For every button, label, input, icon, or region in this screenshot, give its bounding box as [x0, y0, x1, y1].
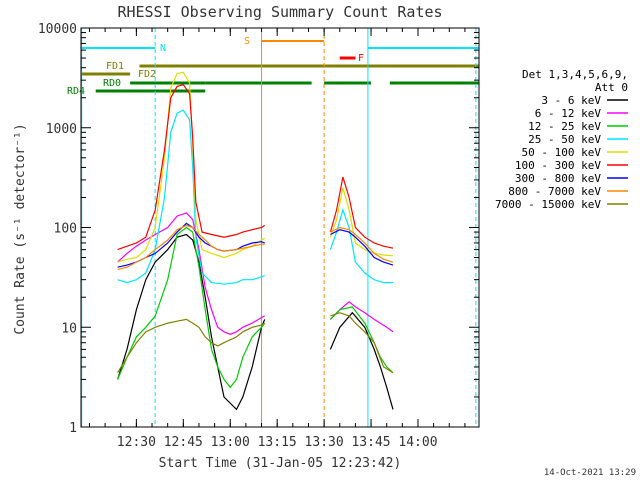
series-line-1 — [117, 212, 394, 335]
y-tick-label-3: 1000 — [46, 122, 77, 137]
legend-header-line: Det 1,3,4,5,6,9, — [522, 68, 628, 81]
series-lines — [117, 71, 394, 411]
x-tick-label-0: 12:30 — [117, 435, 156, 450]
y-tick-label-0: 1 — [69, 421, 77, 436]
legend-label-4: 50 - 100 keV — [522, 146, 602, 159]
marker-label-fd2: FD2 — [138, 69, 156, 80]
legend-header-line: Att 0 — [595, 81, 628, 94]
series-line-2 — [117, 226, 394, 389]
y-tick-label-4: 10000 — [38, 22, 77, 37]
x-tick-label-1: 12:45 — [164, 435, 203, 450]
legend-label-3: 25 - 50 keV — [528, 133, 601, 146]
legend-label-8: 7000 - 15000 keV — [495, 198, 601, 211]
plot-background — [81, 28, 479, 427]
legend-label-5: 100 - 300 keV — [515, 159, 601, 172]
series-line-5 — [117, 84, 394, 251]
footer-date: 14-Oct-2021 13:29 — [544, 468, 636, 478]
y-axis-label: Count Rate (s⁻¹ detector⁻¹) — [13, 123, 28, 334]
x-tick-label-3: 13:15 — [258, 435, 297, 450]
x-tick-label-5: 13:45 — [351, 435, 390, 450]
x-tick-label-4: 13:30 — [305, 435, 344, 450]
x-tick-label-6: 14:00 — [398, 435, 437, 450]
x-tick-label-2: 13:00 — [211, 435, 250, 450]
y-tick-label-2: 100 — [54, 222, 77, 237]
marker-label-n: N — [160, 43, 166, 54]
marker-label-rd4: RD4 — [67, 86, 85, 97]
axes: 12:30 12:45 13:00 13:15 13:30 13:45 14:00 1 10 10… — [38, 22, 480, 450]
legend-label-1: 6 - 12 keV — [535, 107, 602, 120]
chart-title: RHESSI Observing Summary Count Rates — [117, 3, 442, 21]
legend-label-6: 300 - 800 keV — [515, 172, 601, 185]
plot-area — [81, 28, 479, 427]
series-line-3 — [117, 109, 393, 285]
marker-label-f: F — [358, 53, 364, 64]
x-axis-label: Start Time (31-Jan-05 12:23:42) — [159, 456, 402, 471]
legend-label-7: 800 - 7000 keV — [508, 185, 601, 198]
legend-label-0: 3 - 6 keV — [541, 94, 601, 107]
legend-label-2: 12 - 25 keV — [528, 120, 601, 133]
series-line-8 — [117, 312, 394, 374]
series-line-0 — [117, 233, 394, 411]
marker-label-s: S — [244, 36, 250, 47]
series-line-7 — [117, 224, 394, 270]
marker-label-fd1: FD1 — [106, 61, 124, 72]
y-tick-label-1: 10 — [61, 321, 77, 336]
marker-label-rd0: RD0 — [103, 78, 121, 89]
